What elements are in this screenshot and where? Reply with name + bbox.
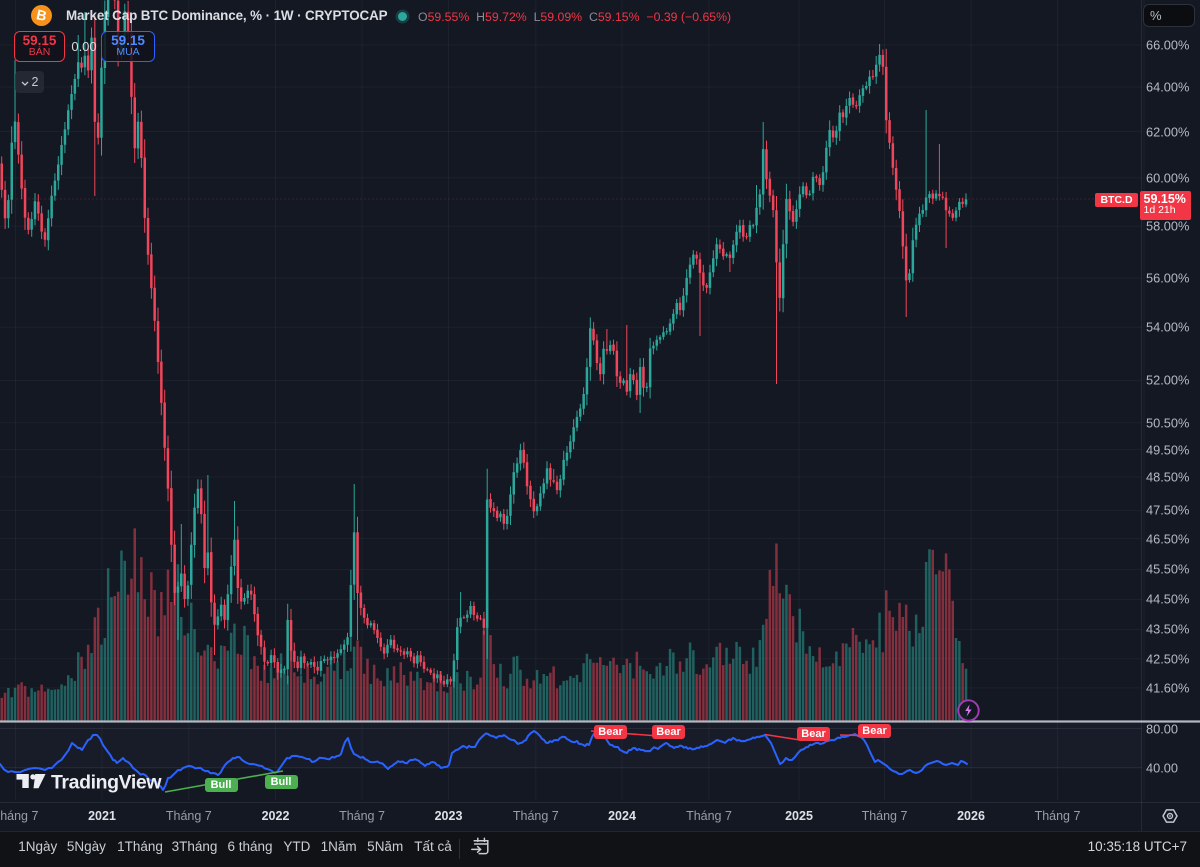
svg-text:TradingView: TradingView bbox=[51, 772, 162, 794]
